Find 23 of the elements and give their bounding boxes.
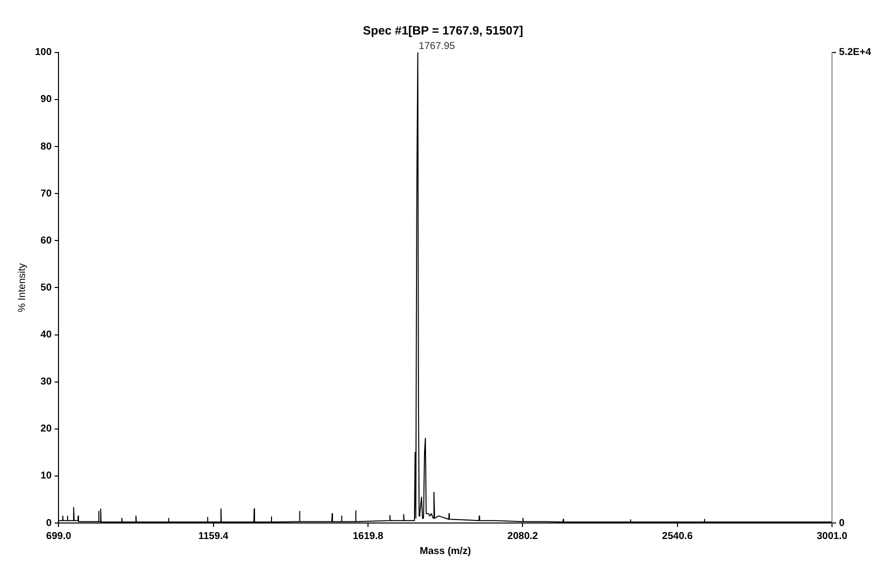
y-tick-label: 60 [40,235,52,246]
y-tick-label: 100 [34,47,52,58]
y-tick-label: 40 [40,330,52,341]
y-tick-label: 70 [40,188,52,200]
y-axis-title: % Intensity [16,263,28,312]
y-tick-label: 80 [40,141,52,152]
y2-tick-label: 5.2E+4 [839,47,872,58]
annotation: 1767.95 [418,41,456,52]
x-tick-label: 3001.0 [816,530,848,542]
y-tick-label: 10 [40,470,52,482]
x-tick-label: 1619.8 [352,530,384,542]
y2-tick-label: 0 [839,518,846,529]
chart-title: Spec #1[BP = 1767.9, 51507] [362,24,524,38]
y-tick-label: 0 [46,518,52,529]
x-tick-label: 699.0 [46,530,72,542]
x-axis-title: Mass (m/z) [420,546,471,557]
x-tick-label: 1159.4 [198,530,229,542]
y-tick-label: 20 [40,424,52,435]
x-tick-label: 2540.6 [662,530,694,542]
y-tick-label: 50 [40,282,52,294]
y-tick-label: 30 [40,376,52,388]
x-tick-label: 2080.2 [507,530,538,542]
y-tick-label: 90 [40,94,52,106]
